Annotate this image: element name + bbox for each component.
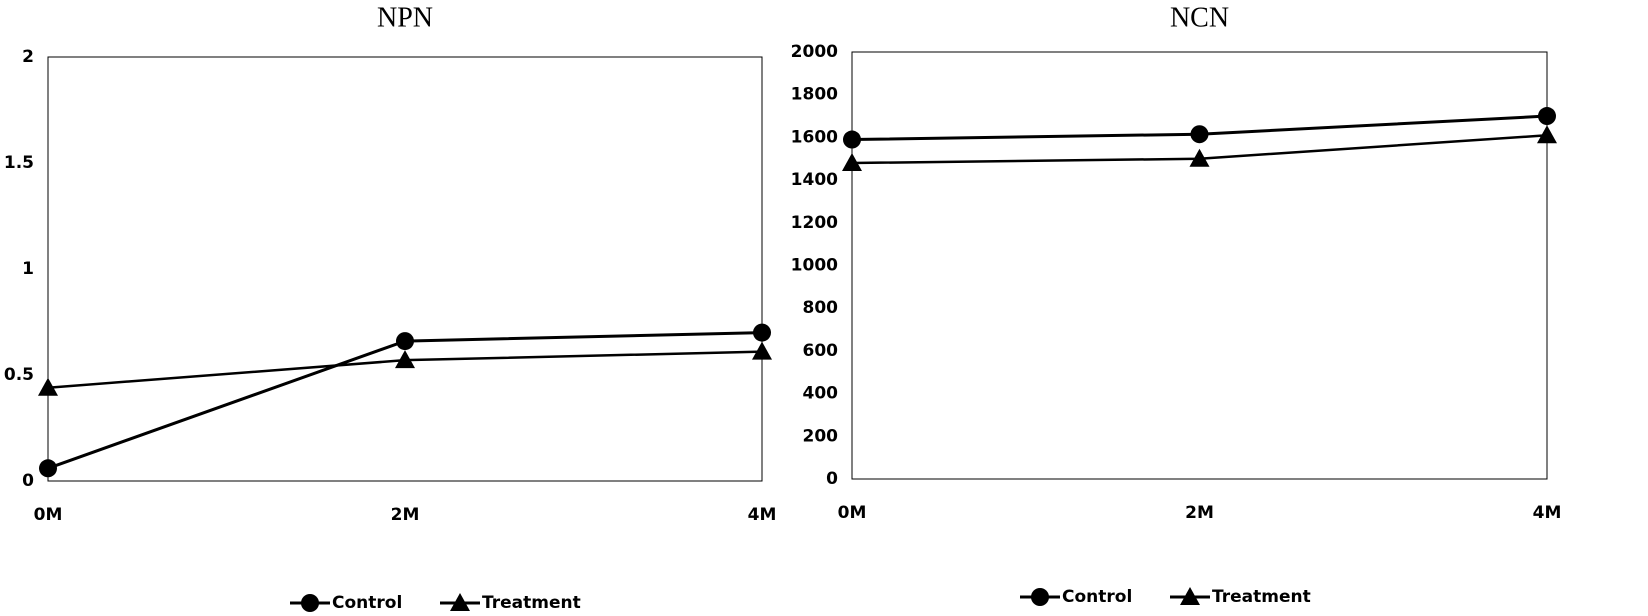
y-tick-label: 2 — [22, 47, 34, 67]
x-tick-label: 2M — [391, 505, 420, 525]
marker — [38, 377, 58, 396]
y-tick-label: 1000 — [791, 256, 838, 276]
y-tick-label: 1600 — [791, 127, 838, 147]
y-tick-label: 600 — [803, 341, 839, 361]
marker — [1189, 148, 1210, 167]
y-tick-label: 2000 — [791, 42, 838, 62]
plot-frame — [851, 51, 1548, 480]
marker — [1537, 125, 1557, 144]
x-tick-label: 4M — [748, 505, 777, 525]
marker — [1190, 125, 1209, 144]
legend-label: Treatment — [482, 593, 581, 613]
y-tick-label: 200 — [803, 426, 839, 446]
x-tick-label: 0M — [838, 503, 867, 523]
y-tick-label: 1800 — [791, 85, 838, 105]
legend-label: Treatment — [1212, 587, 1311, 607]
legend-label: Control — [1062, 587, 1132, 607]
x-tick-label: 4M — [1533, 503, 1562, 523]
marker — [753, 323, 771, 342]
marker — [450, 593, 470, 611]
legend-label: Control — [332, 593, 402, 613]
y-tick-label: 1400 — [791, 170, 838, 190]
marker — [752, 341, 772, 360]
marker — [1180, 587, 1200, 605]
marker — [1031, 588, 1049, 606]
y-tick-label: 1 — [22, 259, 34, 279]
y-tick-label: 0.5 — [4, 365, 34, 385]
chart-title: NPN — [377, 2, 433, 33]
plot-frame — [47, 56, 763, 482]
chart-title: NCN — [1170, 2, 1229, 33]
marker — [1538, 107, 1556, 126]
y-tick-label: 0 — [22, 471, 34, 491]
y-tick-label: 1200 — [791, 213, 838, 233]
y-tick-label: 0 — [826, 469, 838, 489]
x-tick-label: 2M — [1185, 503, 1214, 523]
y-tick-label: 1.5 — [4, 153, 34, 173]
marker — [39, 459, 57, 478]
marker — [843, 130, 861, 149]
marker — [396, 332, 414, 351]
x-tick-label: 0M — [34, 505, 63, 525]
y-tick-label: 800 — [803, 298, 839, 318]
marker — [842, 153, 862, 172]
marker — [301, 594, 319, 612]
marker — [395, 350, 415, 369]
y-tick-label: 400 — [803, 384, 839, 404]
